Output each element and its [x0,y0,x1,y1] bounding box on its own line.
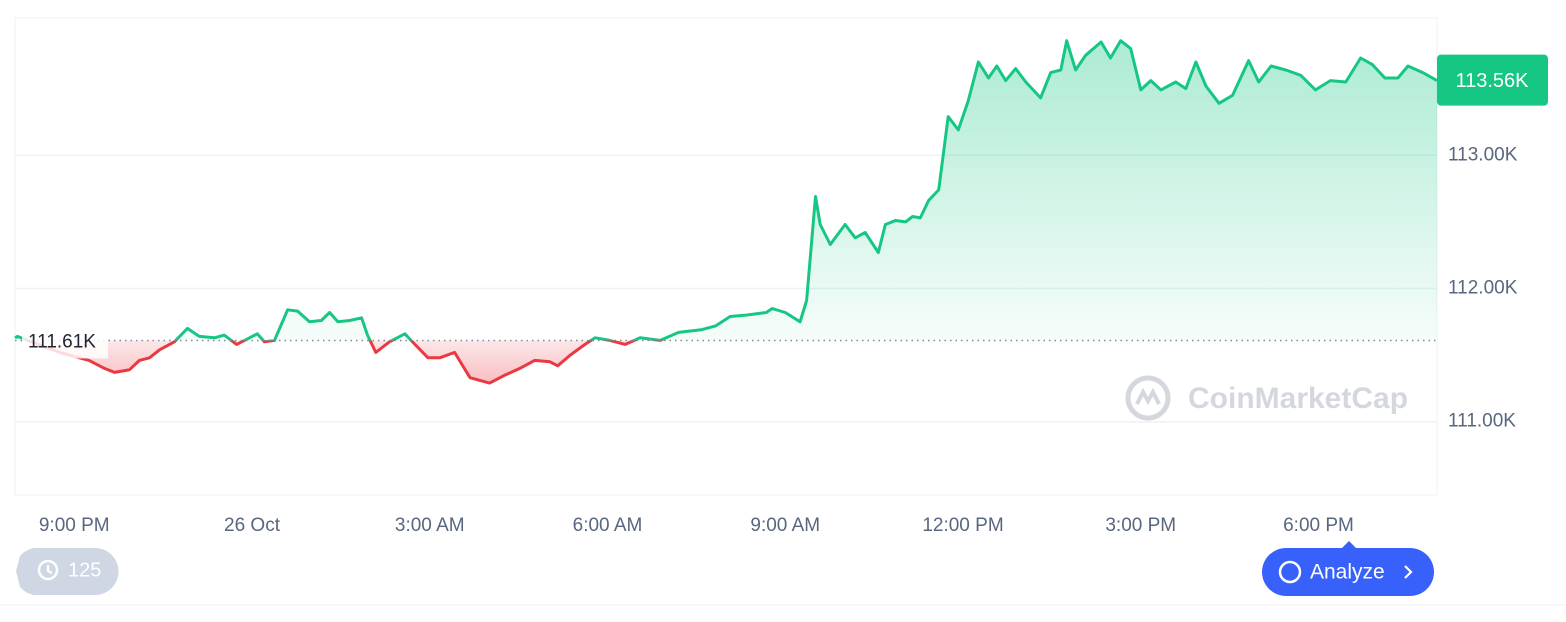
plot [14,39,1438,385]
x-tick-label: 3:00 PM [1105,515,1176,536]
axes: 111.00K 112.00K 113.00K 9:00 PM 26 Oct 3:00 A… [39,144,1518,536]
analyze-button[interactable]: Analyze [1262,541,1434,596]
x-tick-label: 3:00 AM [395,515,465,536]
watermark-logo [1125,375,1171,421]
baseline-label: 111.61K [28,331,96,352]
overlay: 111.61K 113.56K [15,54,1548,359]
analyze-label[interactable]: Analyze [1310,561,1385,584]
analyze-button-bg[interactable] [1262,548,1434,596]
current-price-tag [1437,54,1548,106]
history-button[interactable]: 125 [16,548,119,595]
y-tick-label: 112.00K [1448,277,1518,298]
x-tick-label: 12:00 PM [922,515,1003,536]
analyze-icon [1278,560,1302,584]
x-tick-label: 6:00 AM [573,515,643,536]
history-icon [37,559,59,581]
analyze-pointer [1342,541,1356,548]
y-tick-label: 111.00K [1448,411,1516,432]
analyze-chevron [1404,565,1413,579]
x-tick-label: 6:00 PM [1283,515,1354,536]
area [15,40,1437,384]
history-count: 125 [68,559,101,581]
baseline-label-bg [22,324,108,359]
history-button-bg[interactable] [16,548,119,595]
x-tick-label: 9:00 AM [750,515,820,536]
watermark-text: CoinMarketCap [1188,382,1408,415]
current-price-label: 113.56K [1455,70,1529,92]
watermark-logo-mark [1135,387,1161,406]
x-tick-label: 9:00 PM [39,515,110,536]
y-tick-label: 113.00K [1448,144,1518,165]
history-icon-hands [46,565,53,574]
x-tick-label: 26 Oct [224,515,281,536]
price-line [14,39,1438,385]
watermark: CoinMarketCap [1125,375,1408,421]
